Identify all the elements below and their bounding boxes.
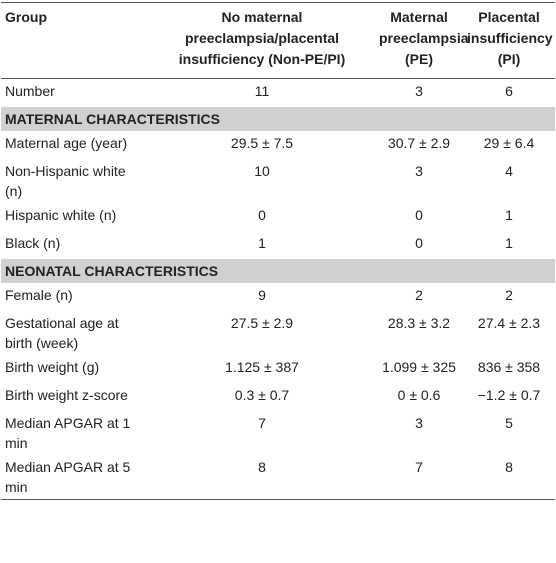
header-row: Group No maternal preeclampsia/placental… (1, 2, 555, 79)
value-cell: 0 (258, 207, 266, 223)
value-cell: 6 (505, 83, 513, 99)
data-row: Birth weight z-score 0.3 ± 0.7 0 ± 0.6 −1.2… (1, 383, 555, 411)
value-cell: 2 (415, 287, 423, 303)
value-cell: 28.3 ± 3.2 (387, 315, 451, 331)
value-cell: 5 (505, 415, 513, 431)
row-label: Non-Hispanic white (n) (5, 163, 126, 199)
header-cell: No maternal preeclampsia/placental insuf… (149, 2, 375, 79)
row-label: Median APGAR at 1 min (5, 415, 131, 451)
value-cell: 3 (415, 415, 423, 431)
data-row: Female (n) 9 2 2 (1, 283, 555, 311)
value-cell: 1.099 ± 325 (382, 359, 456, 375)
data-row: Median APGAR at 1 min 7 3 5 (1, 411, 555, 455)
value-cell: 29 ± 6.4 (483, 135, 535, 151)
value-cell: 8 (463, 455, 555, 500)
value-cell: 27.5 ± 2.9 (230, 315, 294, 331)
data-row: Birth weight (g) 1.125 ± 387 1.099 ± 325 83… (1, 355, 555, 383)
header-cell: Group (1, 2, 149, 79)
value-cell: 3 (415, 83, 423, 99)
value-cell: 29.5 ± 7.5 (230, 135, 294, 151)
row-label: Number (5, 83, 55, 99)
data-row: Median APGAR at 5 min 8 7 8 (1, 455, 555, 500)
value-cell: 836 ± 358 (477, 359, 541, 375)
value-cell: 7 (258, 415, 266, 431)
value-cell: 8 (149, 455, 375, 500)
value-cell: 7 (375, 455, 463, 500)
value-cell: 4 (505, 163, 513, 179)
data-table: Group No maternal preeclampsia/placental… (1, 2, 555, 500)
value-cell: −1.2 ± 0.7 (477, 387, 541, 403)
value-cell: 1 (258, 235, 266, 251)
value-cell: 10 (254, 163, 270, 179)
value-cell: 3 (415, 163, 423, 179)
header-cell: Placental insufficiency (PI) (463, 2, 555, 79)
row-label: Gestational age at birth (week) (5, 315, 119, 351)
row-label: Maternal age (year) (5, 135, 128, 151)
data-row: Gestational age at birth (week) 27.5 ± 2.… (1, 311, 555, 355)
value-cell: 0 (415, 235, 423, 251)
row-label: Median APGAR at 5 min (1, 455, 149, 500)
value-cell: 1.125 ± 387 (225, 359, 299, 375)
value-cell: 1 (505, 235, 513, 251)
value-cell: 30.7 ± 2.9 (387, 135, 451, 151)
value-cell: 1 (505, 207, 513, 223)
row-label: Hispanic white (n) (5, 207, 117, 223)
row-label: Birth weight (g) (5, 359, 100, 375)
data-row: Number 11 3 6 (1, 79, 555, 108)
value-cell: 9 (258, 287, 266, 303)
value-cell: 0 (415, 207, 423, 223)
value-cell: 27.4 ± 2.3 (477, 315, 541, 331)
data-row: Black (n) 1 0 1 (1, 231, 555, 259)
section-row: MATERNAL CHARACTERISTICS (1, 107, 555, 131)
row-label: Birth weight z-score (5, 387, 128, 403)
value-cell: 11 (254, 83, 270, 99)
value-cell: 2 (505, 287, 513, 303)
value-cell: 0.3 ± 0.7 (234, 387, 290, 403)
section-label: MATERNAL CHARACTERISTICS (1, 107, 555, 131)
section-label: NEONATAL CHARACTERISTICS (1, 259, 555, 283)
table-body: Number 11 3 6 MATERNAL CHARACTERISTICS Matern… (1, 79, 555, 500)
row-label: Black (n) (5, 235, 61, 251)
row-label: Female (n) (5, 287, 73, 303)
data-row: Non-Hispanic white (n) 10 3 4 (1, 159, 555, 203)
header-cell: Maternal preeclampsia (PE) (375, 2, 469, 79)
data-row: Hispanic white (n) 0 0 1 (1, 203, 555, 231)
data-row: Maternal age (year) 29.5 ± 7.5 30.7 ± 2.9 2… (1, 131, 555, 159)
table-header: Group No maternal preeclampsia/placental… (1, 2, 555, 79)
value-cell: 0 ± 0.6 (397, 387, 441, 403)
section-row: NEONATAL CHARACTERISTICS (1, 259, 555, 283)
